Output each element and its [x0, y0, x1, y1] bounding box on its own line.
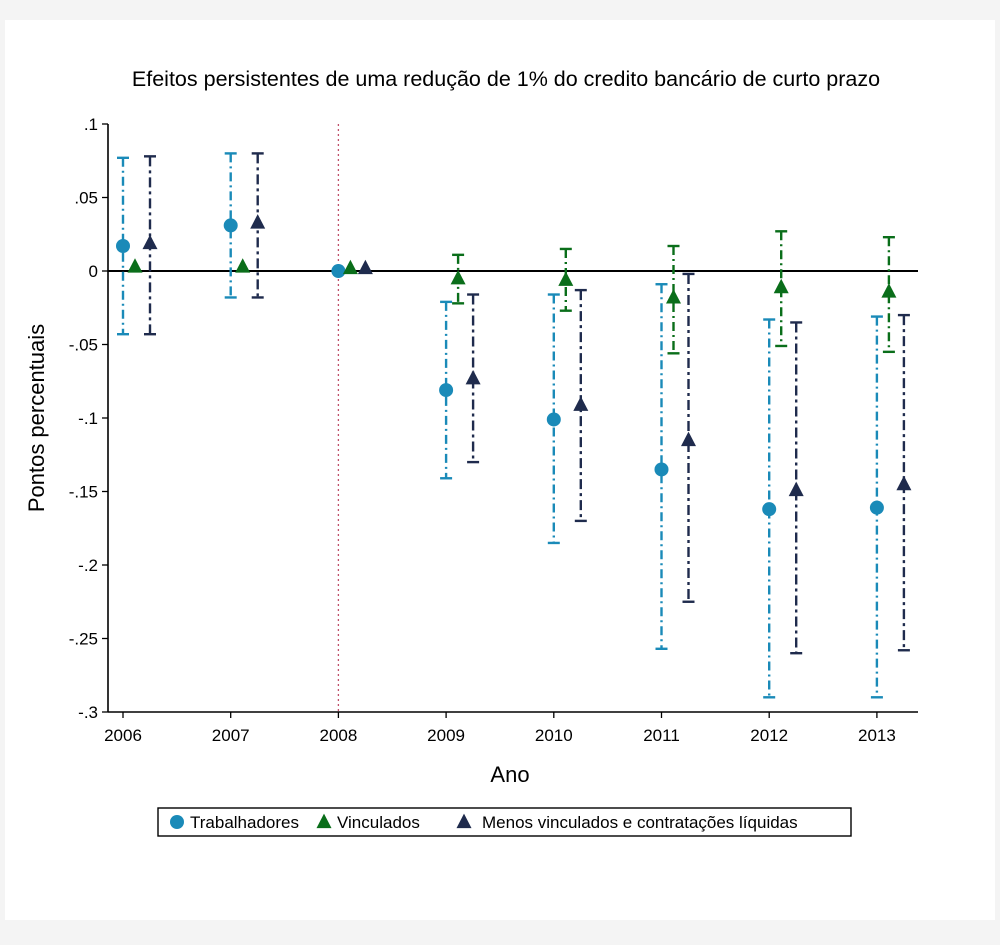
data-point	[142, 234, 158, 250]
data-point	[342, 259, 358, 275]
x-tick-label: 2011	[643, 726, 680, 745]
x-tick-label: 2007	[212, 726, 250, 745]
legend-box	[157, 807, 852, 837]
data-point	[773, 278, 789, 294]
y-tick-label: .05	[74, 189, 98, 208]
legend-label: Vinculados	[337, 813, 420, 832]
chart-title: Efeitos persistentes de uma redução de 1…	[132, 67, 880, 91]
y-tick-label: -.25	[69, 630, 98, 649]
data-point	[223, 218, 238, 233]
data-point	[357, 259, 373, 275]
legend-marker	[456, 813, 472, 829]
x-tick-label: 2012	[750, 726, 788, 745]
legend-label: Trabalhadores	[190, 813, 299, 832]
y-tick-label: -.3	[78, 703, 98, 722]
data-point	[250, 214, 266, 229]
data-point	[235, 258, 251, 273]
y-tick-label: -.1	[78, 409, 98, 428]
data-point	[116, 239, 130, 254]
data-point	[465, 369, 481, 385]
data-point	[666, 289, 681, 304]
data-point	[573, 396, 589, 411]
legend-marker	[170, 815, 184, 829]
data-point	[869, 500, 884, 515]
series-1	[116, 152, 884, 699]
y-tick-label: -.2	[78, 556, 98, 575]
data-point	[881, 283, 897, 298]
x-tick-label: 2009	[427, 726, 465, 745]
series-2	[127, 230, 897, 355]
legend-label: Menos vinculados e contratações líquidas	[482, 813, 798, 832]
y-tick-label: -.05	[69, 336, 98, 355]
y-axis-label: Pontos percentuais	[24, 324, 49, 512]
y-tick-label: -.15	[69, 483, 98, 502]
plot-area: .1 .05 0 -.05 -.1 -.15 -.2 -.25 -.3 2006 2007 2008 2…	[69, 115, 918, 745]
series-3	[142, 152, 912, 655]
data-point	[546, 412, 561, 427]
data-point	[558, 271, 574, 286]
x-tick-label: 2013	[858, 726, 896, 745]
x-tick-label: 2010	[535, 726, 573, 745]
data-point	[654, 462, 669, 477]
data-point	[896, 475, 912, 491]
data-point	[439, 383, 454, 398]
data-point	[762, 502, 777, 517]
x-axis-label: Ano	[490, 762, 529, 787]
legend: Trabalhadores Vinculados Menos vinculados …	[157, 807, 852, 837]
data-point	[127, 258, 143, 273]
x-tick-label: 2006	[104, 726, 142, 745]
y-tick-label: .1	[84, 115, 98, 134]
data-point	[450, 269, 466, 285]
chart-panel	[5, 20, 995, 920]
y-tick-label: 0	[89, 262, 98, 281]
data-point	[331, 264, 346, 278]
data-point	[788, 481, 804, 497]
legend-marker	[316, 813, 332, 829]
data-point	[681, 431, 696, 447]
x-tick-label: 2008	[319, 726, 357, 745]
